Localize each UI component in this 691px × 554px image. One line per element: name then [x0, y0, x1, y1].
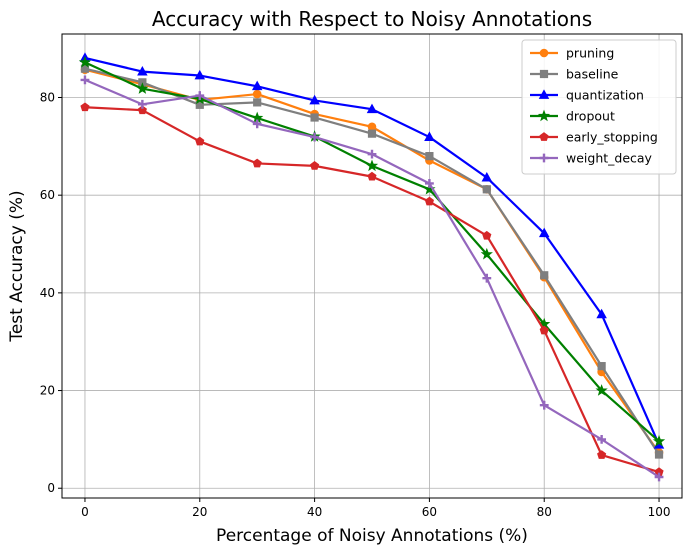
series-quantization	[79, 52, 665, 449]
data-point	[137, 65, 148, 76]
data-point	[253, 98, 262, 107]
data-point	[136, 82, 149, 94]
data-point	[252, 89, 262, 99]
series-baseline	[80, 64, 664, 459]
axis-ticks: 0 20 40 60 80 100 0 20 40 60 80	[40, 90, 671, 519]
data-point	[597, 362, 606, 371]
data-point	[310, 113, 319, 122]
y-axis-label: Test Accuracy (%)	[7, 190, 27, 342]
y-tick-label: 0	[47, 481, 55, 495]
legend-item: weight_decay	[530, 151, 653, 166]
data-point	[481, 171, 493, 182]
data-point	[367, 129, 377, 138]
data-point	[596, 308, 607, 319]
x-axis-label: Percentage of Noisy Annotations (%)	[216, 526, 528, 546]
legend-marker	[539, 153, 549, 163]
legend-item: baseline	[530, 67, 619, 82]
data-point	[480, 247, 493, 260]
y-tick-label: 80	[40, 90, 55, 104]
data-point	[539, 325, 549, 335]
chart-title: Accuracy with Respect to Noisy Annotatio…	[152, 7, 592, 31]
x-tick-label: 40	[307, 505, 322, 519]
x-tick-label: 0	[81, 505, 89, 519]
legend-label: dropout	[566, 109, 615, 124]
data-point	[425, 152, 434, 161]
plot-series	[78, 52, 666, 482]
y-tick-label: 20	[40, 384, 55, 398]
plot-frame	[61, 33, 683, 499]
x-tick-label: 80	[537, 505, 552, 519]
legend-label: baseline	[566, 67, 619, 82]
x-tick-label: 100	[648, 505, 671, 519]
data-point	[252, 158, 262, 168]
data-point	[595, 384, 608, 396]
data-point	[482, 185, 491, 194]
data-point	[80, 102, 90, 112]
series-weight-decay	[80, 75, 664, 482]
data-point	[654, 472, 664, 482]
legend-label: early_stopping	[566, 130, 658, 145]
data-point	[366, 103, 378, 114]
legend-item: early_stopping	[530, 130, 658, 145]
data-point	[654, 450, 664, 459]
data-point	[194, 69, 206, 80]
data-point	[538, 227, 550, 238]
data-point	[367, 171, 377, 181]
y-tick-label: 60	[40, 188, 55, 202]
series-dropout	[78, 55, 666, 447]
data-point	[309, 94, 320, 105]
data-point	[251, 80, 263, 91]
data-point	[137, 105, 147, 115]
legend-marker	[537, 109, 551, 122]
legend-marker	[539, 69, 549, 79]
data-point	[597, 450, 607, 459]
data-point	[540, 271, 549, 280]
y-tick-label: 40	[40, 286, 55, 300]
legend-item: quantization	[530, 88, 644, 103]
legend-marker	[539, 132, 549, 141]
data-point	[425, 179, 434, 188]
data-point	[195, 91, 205, 100]
legend-label: pruning	[566, 46, 614, 61]
x-tick-label: 20	[192, 505, 207, 519]
legend-box	[521, 39, 677, 175]
series-early-stopping	[80, 102, 664, 477]
data-point	[424, 131, 435, 141]
x-tick-label: 60	[422, 505, 437, 519]
legend-marker	[538, 89, 550, 99]
data-point	[78, 55, 92, 68]
data-point	[80, 64, 90, 73]
data-point	[80, 75, 90, 85]
data-point	[195, 136, 205, 146]
data-point	[539, 400, 549, 410]
data-point	[482, 273, 492, 283]
data-point	[482, 230, 492, 240]
data-point	[367, 149, 377, 159]
legend: pruning baseline quantization dropout early_…	[521, 39, 677, 175]
data-point	[252, 119, 262, 129]
legend-label: quantization	[566, 88, 644, 103]
data-point	[310, 132, 319, 142]
data-point	[365, 159, 379, 172]
legend-item: dropout	[530, 109, 615, 124]
legend-item: pruning	[530, 46, 614, 61]
legend-marker	[539, 48, 549, 58]
data-point	[310, 161, 320, 170]
data-point	[597, 434, 607, 444]
data-point	[652, 434, 666, 447]
data-point	[137, 99, 147, 109]
data-point	[367, 122, 377, 132]
data-point	[424, 196, 434, 206]
legend-label: weight_decay	[566, 151, 653, 166]
